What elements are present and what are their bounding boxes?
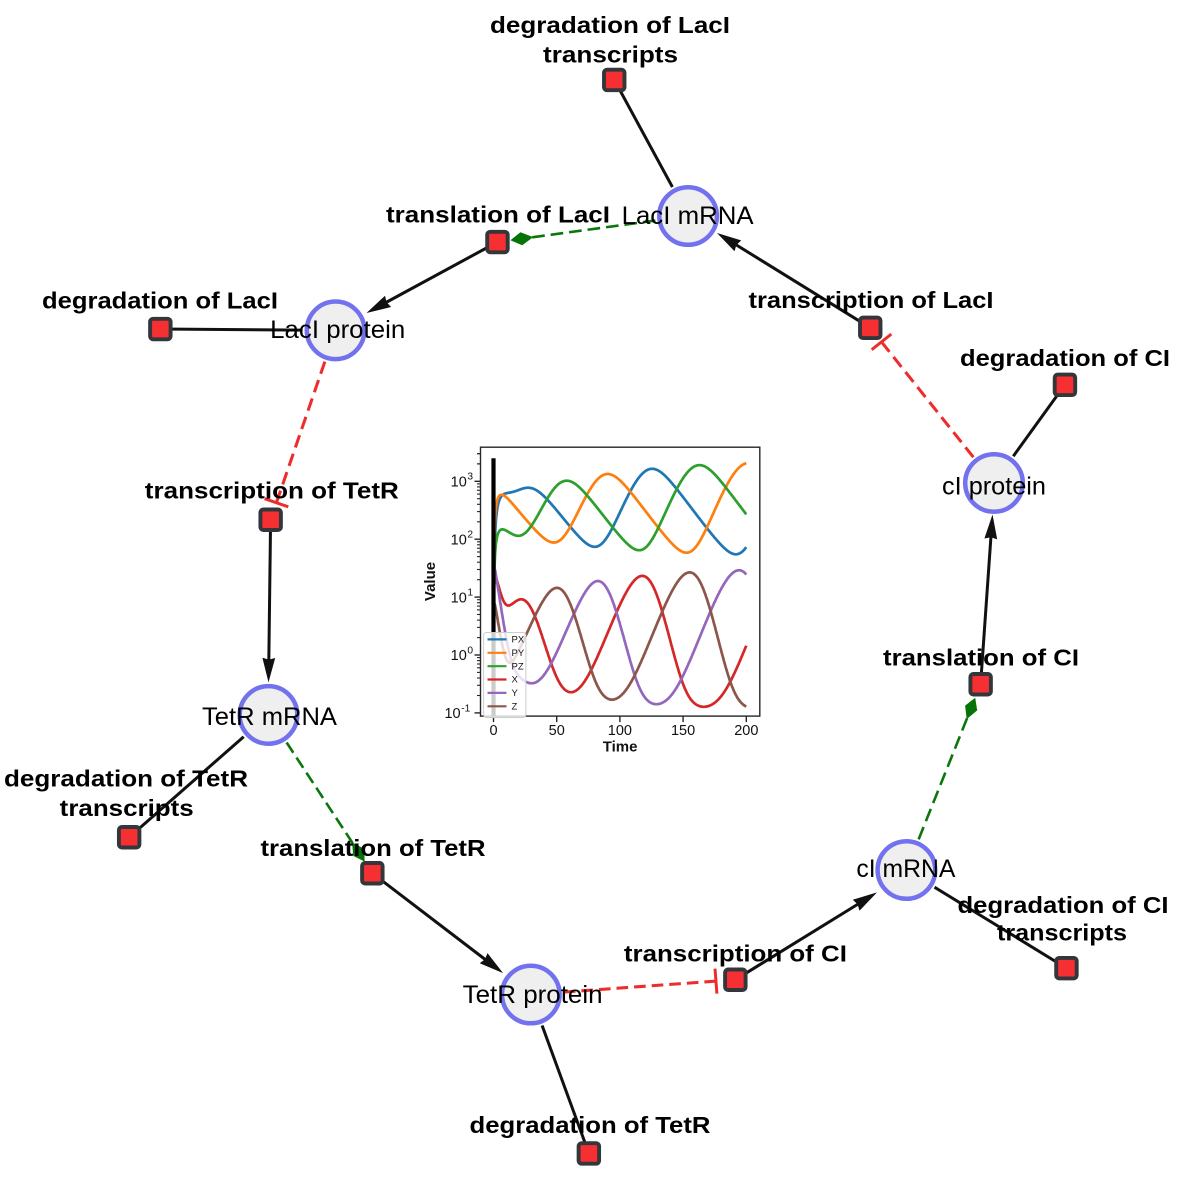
svg-text:X: X — [512, 675, 519, 686]
svg-text:cI protein: cI protein — [942, 472, 1046, 500]
svg-text:10: 10 — [451, 648, 467, 664]
svg-text:2: 2 — [467, 530, 473, 541]
svg-text:degradation of LacI: degradation of LacI — [490, 12, 730, 38]
svg-text:100: 100 — [608, 723, 632, 739]
svg-text:degradation of CI: degradation of CI — [960, 345, 1170, 371]
svg-text:10: 10 — [451, 475, 467, 491]
svg-text:200: 200 — [734, 723, 758, 739]
svg-text:transcription of LacI: transcription of LacI — [749, 287, 994, 313]
svg-text:translation of LacI: translation of LacI — [386, 202, 610, 228]
svg-text:3: 3 — [467, 472, 473, 483]
svg-text:Z: Z — [512, 702, 518, 713]
svg-text:Value: Value — [422, 562, 439, 601]
svg-text:TetR protein: TetR protein — [463, 981, 603, 1009]
svg-text:PY: PY — [512, 648, 525, 659]
svg-text:degradation of LacI: degradation of LacI — [42, 288, 278, 314]
svg-text:translation of TetR: translation of TetR — [261, 835, 486, 861]
svg-text:10: 10 — [451, 590, 467, 606]
svg-text:cI mRNA: cI mRNA — [856, 855, 955, 883]
svg-text:transcripts: transcripts — [60, 795, 194, 821]
svg-text:transcription of CI: transcription of CI — [624, 940, 847, 966]
svg-text:0: 0 — [467, 645, 473, 656]
svg-text:transcription of TetR: transcription of TetR — [145, 478, 399, 504]
svg-text:150: 150 — [671, 723, 695, 739]
svg-text:1: 1 — [467, 588, 473, 599]
svg-text:50: 50 — [549, 723, 565, 739]
svg-text:transcripts: transcripts — [543, 42, 678, 68]
svg-text:PX: PX — [512, 635, 525, 646]
svg-text:LacI mRNA: LacI mRNA — [622, 202, 754, 230]
svg-text:10: 10 — [444, 706, 460, 722]
svg-text:-1: -1 — [461, 703, 470, 714]
svg-text:LacI protein: LacI protein — [270, 316, 405, 344]
svg-text:Y: Y — [512, 688, 519, 699]
svg-text:translation of CI: translation of CI — [883, 644, 1079, 670]
svg-text:degradation of TetR: degradation of TetR — [4, 765, 248, 791]
svg-text:PZ: PZ — [512, 661, 524, 672]
svg-text:degradation of TetR: degradation of TetR — [470, 1112, 711, 1138]
svg-text:transcripts: transcripts — [997, 920, 1127, 946]
svg-text:TetR mRNA: TetR mRNA — [202, 703, 337, 731]
svg-text:10: 10 — [451, 532, 467, 548]
svg-text:0: 0 — [489, 723, 497, 739]
svg-text:Time: Time — [603, 739, 638, 756]
svg-text:degradation of CI: degradation of CI — [958, 892, 1169, 918]
